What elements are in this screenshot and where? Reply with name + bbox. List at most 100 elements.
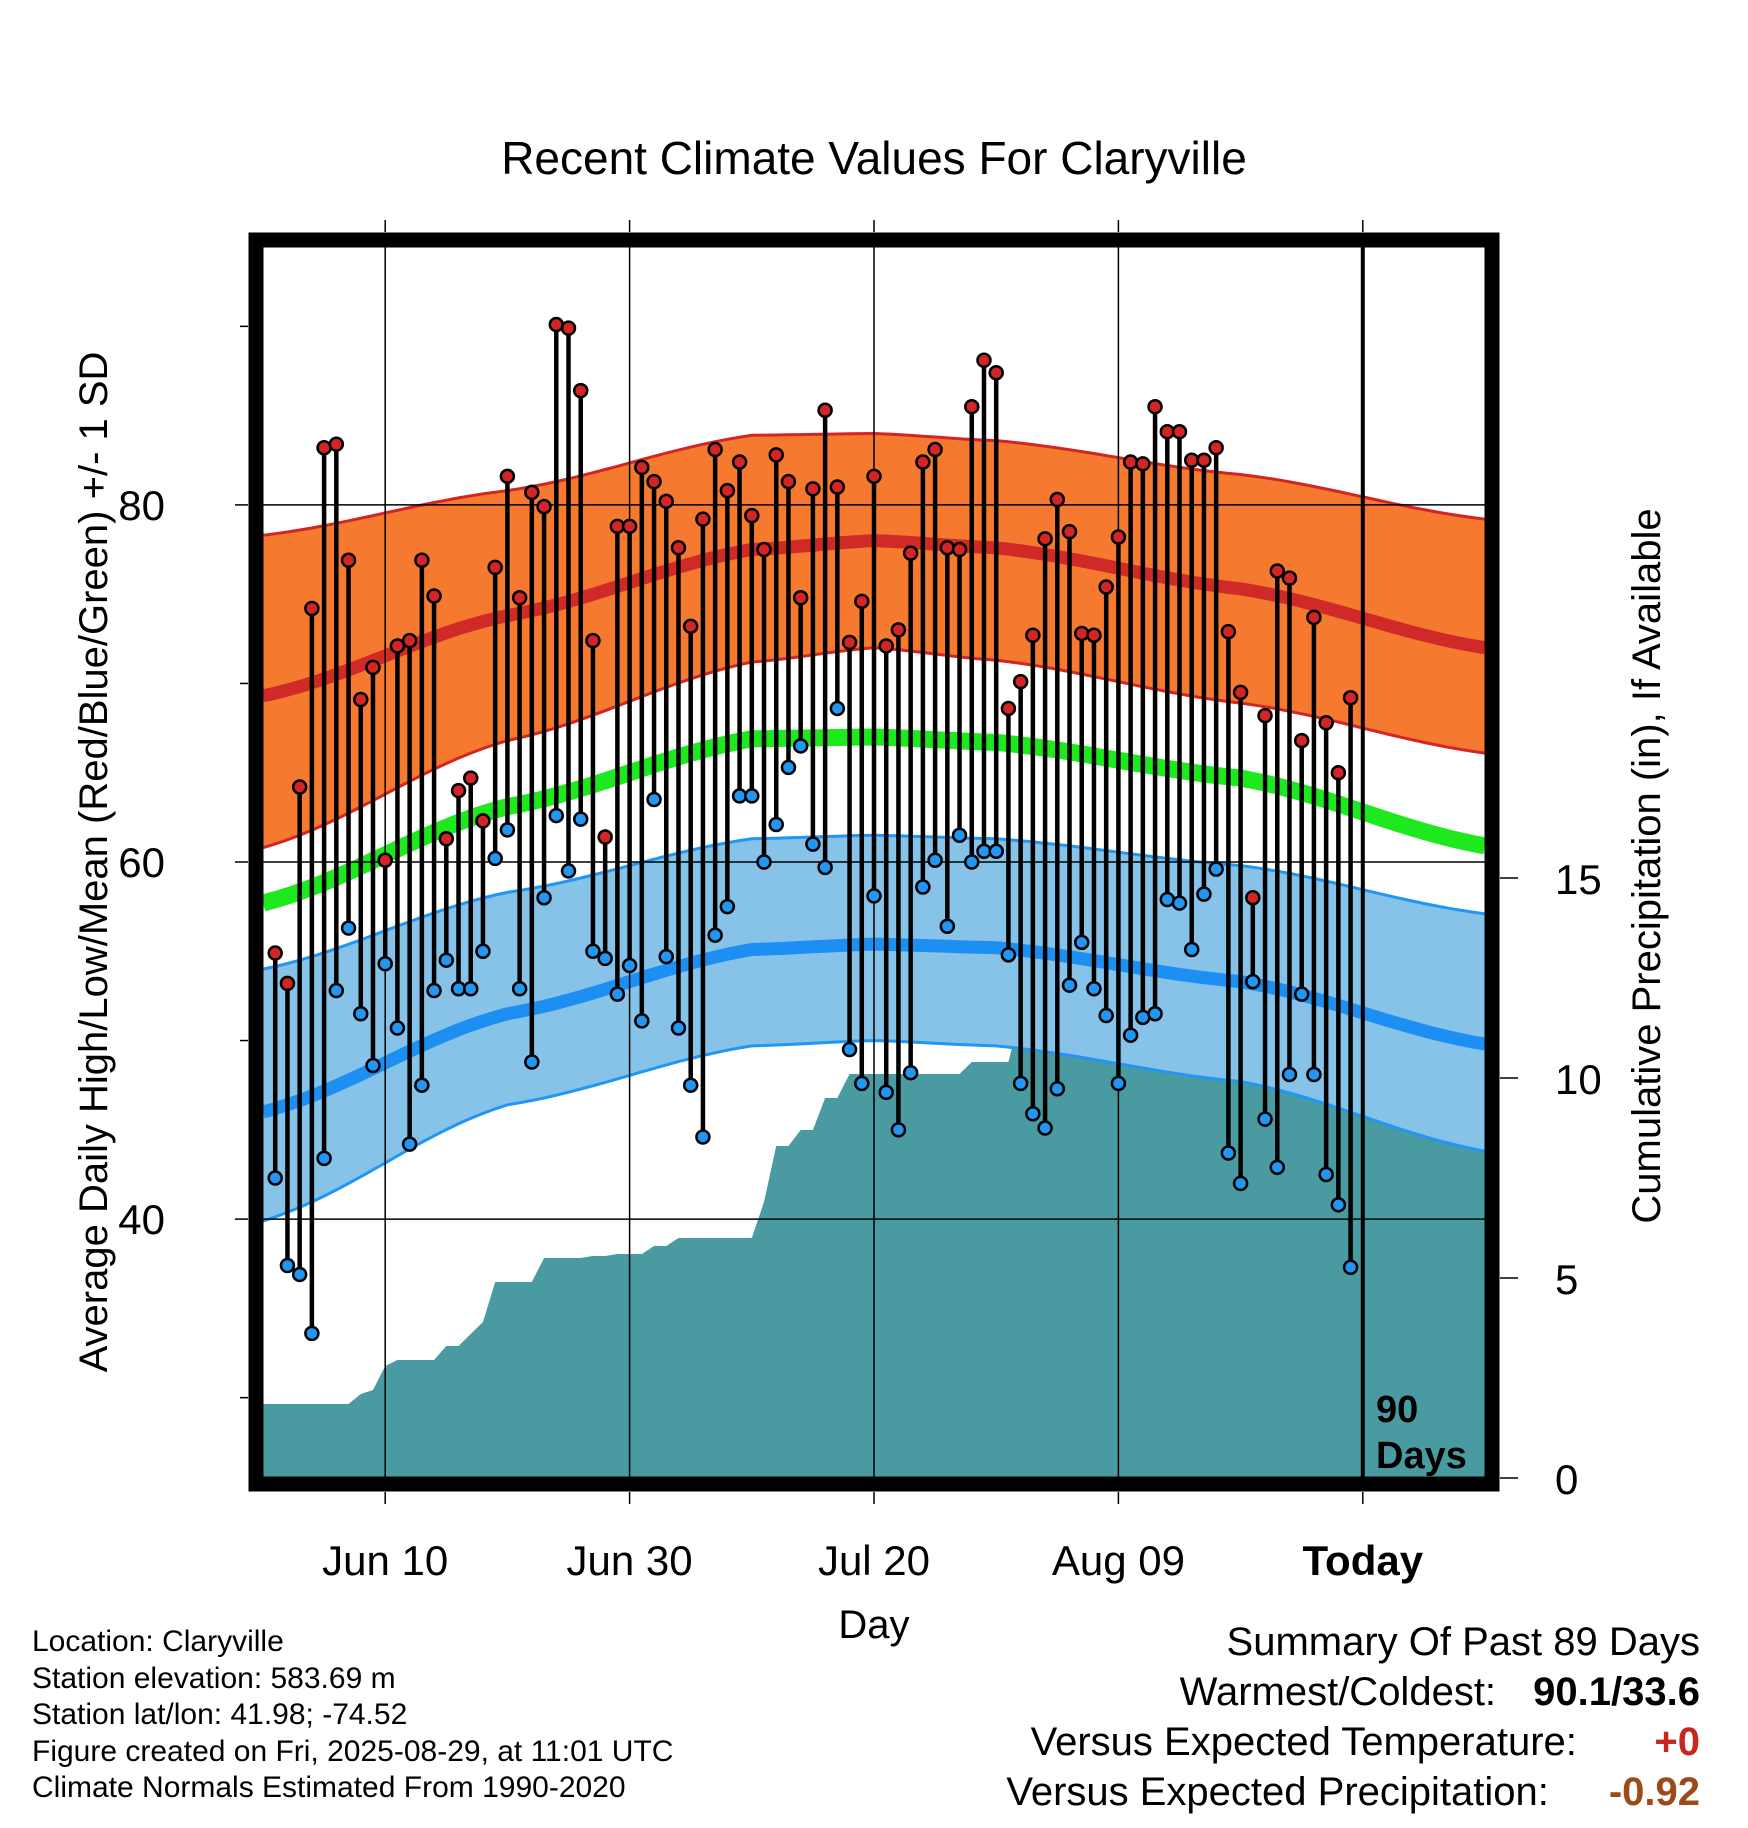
high-point bbox=[768, 447, 784, 463]
summary-temp: Versus Expected Temperature: +0 bbox=[1031, 1720, 1700, 1765]
high-point bbox=[1135, 456, 1151, 472]
location-text: Location: Claryville bbox=[32, 1625, 284, 1658]
high-point bbox=[1000, 700, 1017, 717]
low-point bbox=[316, 1150, 332, 1167]
low-point bbox=[365, 1057, 381, 1074]
low-point bbox=[548, 807, 565, 824]
x-axis-label: Day bbox=[838, 1603, 909, 1647]
high-point bbox=[524, 484, 540, 501]
low-point bbox=[389, 1020, 406, 1036]
high-point bbox=[365, 659, 381, 676]
high-point bbox=[988, 365, 1004, 381]
low-point bbox=[646, 791, 662, 808]
precip-value: -0.92 bbox=[1608, 1770, 1700, 1814]
low-point bbox=[682, 1077, 699, 1093]
high-point bbox=[915, 454, 931, 470]
low-point bbox=[707, 927, 723, 943]
y-tick-label: 60 bbox=[118, 839, 165, 886]
high-point bbox=[854, 593, 870, 610]
high-point bbox=[621, 518, 638, 535]
high-point bbox=[1293, 732, 1310, 749]
low-point bbox=[805, 836, 821, 852]
low-point bbox=[854, 1075, 870, 1092]
x-tick-label: Jun 30 bbox=[567, 1537, 693, 1584]
low-point bbox=[768, 816, 784, 833]
y-tick-label: 80 bbox=[118, 482, 165, 529]
low-point bbox=[1025, 1106, 1041, 1122]
low-point bbox=[1208, 861, 1224, 877]
low-point bbox=[426, 982, 442, 999]
created-text: Figure created on Fri, 2025-08-29, at 11… bbox=[32, 1734, 674, 1768]
x-tick-label: Today bbox=[1303, 1537, 1424, 1584]
x-tick-label: Aug 09 bbox=[1052, 1537, 1185, 1584]
high-point bbox=[829, 479, 846, 495]
high-point bbox=[511, 589, 528, 606]
high-point bbox=[927, 441, 943, 458]
x-tick-label: Jul 20 bbox=[818, 1537, 930, 1584]
temp-value: +0 bbox=[1654, 1720, 1700, 1764]
low-point bbox=[695, 1129, 711, 1145]
high-point bbox=[976, 352, 992, 369]
low-point bbox=[585, 943, 601, 960]
low-point bbox=[597, 950, 613, 967]
low-point bbox=[890, 1122, 907, 1138]
low-point bbox=[1281, 1066, 1298, 1083]
high-point bbox=[572, 382, 589, 399]
high-point bbox=[1281, 570, 1298, 586]
normals-text: Climate Normals Estimated From 1990-2020 bbox=[32, 1771, 626, 1804]
high-point bbox=[414, 552, 430, 568]
low-point bbox=[951, 827, 968, 843]
low-point bbox=[572, 811, 589, 827]
high-point bbox=[597, 829, 613, 845]
y2-tick-label: 15 bbox=[1555, 856, 1602, 903]
low-point bbox=[1196, 886, 1212, 902]
high-point bbox=[780, 473, 797, 490]
low-point bbox=[1000, 947, 1017, 963]
high-point bbox=[585, 632, 601, 649]
high-point bbox=[487, 559, 503, 576]
plot-frame bbox=[248, 232, 1500, 1492]
low-point bbox=[841, 1041, 858, 1058]
high-point bbox=[841, 634, 858, 651]
high-point bbox=[377, 852, 393, 868]
low-point bbox=[634, 1013, 650, 1029]
high-point bbox=[340, 552, 357, 568]
high-point bbox=[1061, 523, 1078, 540]
high-point bbox=[536, 498, 552, 515]
low-point bbox=[267, 1170, 283, 1186]
high-point bbox=[1086, 627, 1102, 643]
high-point bbox=[902, 545, 919, 561]
low-point bbox=[487, 850, 503, 867]
low-point bbox=[1269, 1159, 1286, 1176]
high-point bbox=[634, 459, 650, 476]
high-point bbox=[878, 638, 894, 654]
high-point bbox=[560, 320, 577, 336]
high-point bbox=[1147, 398, 1163, 415]
low-point bbox=[291, 1266, 308, 1283]
low-point bbox=[475, 943, 491, 960]
low-point bbox=[1342, 1259, 1359, 1276]
low-point bbox=[1147, 1006, 1163, 1022]
high-point bbox=[792, 589, 809, 606]
high-point bbox=[389, 638, 406, 654]
high-point bbox=[719, 482, 736, 499]
high-point bbox=[1049, 491, 1066, 508]
low-point bbox=[902, 1064, 919, 1081]
chart-title: Recent Climate Values For Claryville bbox=[501, 132, 1247, 184]
low-point bbox=[1037, 1120, 1053, 1136]
low-point bbox=[1098, 1007, 1114, 1024]
low-point bbox=[438, 952, 455, 968]
low-point bbox=[328, 982, 345, 999]
high-point bbox=[670, 540, 687, 556]
high-point bbox=[304, 600, 320, 617]
high-point bbox=[426, 588, 442, 604]
temp-label: Versus Expected Temperature: bbox=[1030, 1720, 1577, 1764]
today-marker-label: 90 Days bbox=[1376, 1389, 1467, 1477]
high-point bbox=[475, 813, 491, 829]
low-point bbox=[462, 981, 479, 997]
low-point bbox=[621, 957, 638, 974]
high-point bbox=[401, 632, 418, 649]
y2-tick-label: 5 bbox=[1555, 1256, 1578, 1303]
high-point bbox=[328, 436, 345, 452]
summary-title: Summary Of Past 89 Days bbox=[1226, 1620, 1700, 1664]
